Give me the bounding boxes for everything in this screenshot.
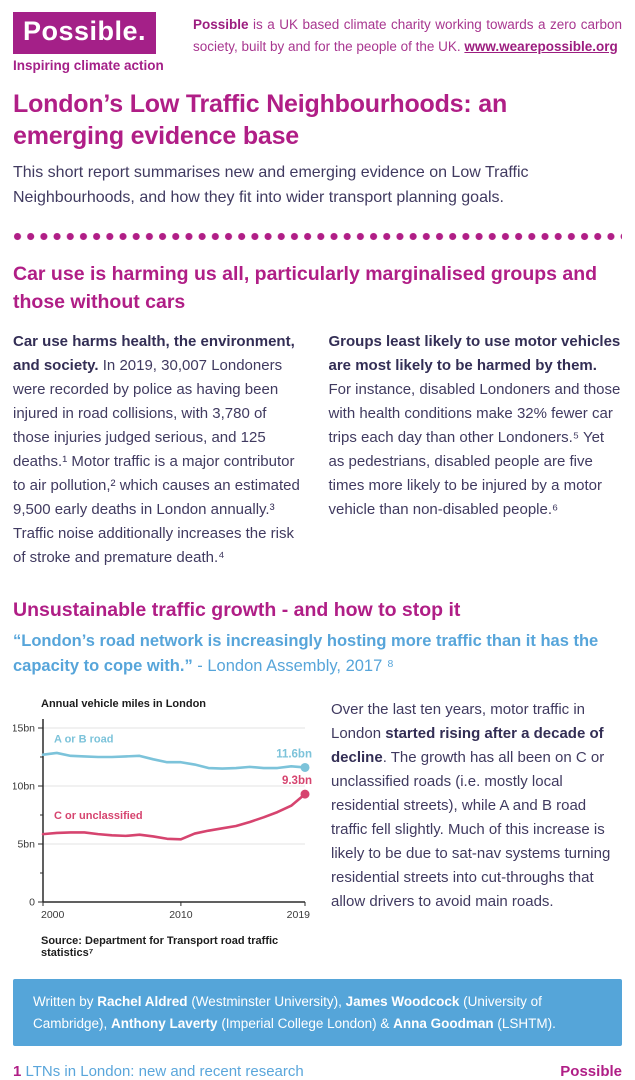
author-name: James Woodcock xyxy=(345,993,460,1009)
page-header: Possible. Inspiring climate action Possi… xyxy=(13,12,622,73)
about-charity-bold: Possible xyxy=(193,17,249,32)
section1-col1-lead: Car use harms health, the environment, a… xyxy=(13,332,295,374)
author-name: Anthony Laverty xyxy=(111,1015,218,1031)
author-affiliation: (Imperial College London) & xyxy=(217,1015,394,1031)
section1-heading: Car use is harming us all, particularly … xyxy=(13,262,598,314)
author-affiliation: (LSHTM). xyxy=(493,1015,556,1031)
section1-col2-paragraph: Groups least likely to use motor vehicle… xyxy=(329,330,623,570)
series-end-dot-0 xyxy=(300,762,310,772)
traffic-chart-row: Annual vehicle miles in London 15bn 10bn 5… xyxy=(12,696,622,959)
dotted-divider xyxy=(13,231,622,241)
about-charity-body: is a UK based climate charity working to… xyxy=(193,17,622,54)
wearepossible-link[interactable]: www.wearepossible.org xyxy=(464,38,618,54)
author-affiliation: (Westminster University), xyxy=(187,993,346,1009)
series-end-label-0: 11.6bn xyxy=(276,748,312,760)
traffic-chart: Annual vehicle miles in London 15bn 10bn 5… xyxy=(12,696,315,959)
footer-report-name: LTNs in London: new and recent research xyxy=(21,1063,304,1080)
section2-para-post: . The growth has all been on C or unclas… xyxy=(331,748,611,910)
possible-logo-wordmark: Possible. xyxy=(13,12,157,55)
section1-col2-lead: Groups least likely to use motor vehicle… xyxy=(328,332,621,374)
authors-prefix: Written by xyxy=(33,993,98,1009)
section1-columns: Car use harms health, the environment, a… xyxy=(13,330,622,570)
page-title: London’s Low Traffic Neighbourhoods: an … xyxy=(13,90,508,151)
footer-page-number: 1 xyxy=(13,1063,22,1080)
traffic-chart-svg: 15bn 10bn 5bn 0 2000 2010 2019 11.6bn A or B roa… xyxy=(12,718,312,921)
section1-col1-paragraph: Car use harms health, the environment, a… xyxy=(13,330,307,570)
chart-title: Annual vehicle miles in London xyxy=(41,697,207,710)
author-name: Anna Goodman xyxy=(393,1015,494,1031)
section2-para-pre: Over the last ten years, motor traffic i… xyxy=(331,700,585,742)
chart-source: Source: Department for Transport road tr… xyxy=(41,934,279,959)
section1-col1-body: In 2019, 30,007 Londoners were recorded … xyxy=(13,356,300,566)
series-name-label-1: C or unclassified xyxy=(54,810,143,822)
footer-report-title: 1 LTNs in London: new and recent researc… xyxy=(13,1063,304,1080)
y-tick-label: 0 xyxy=(29,896,35,908)
series-line-0 xyxy=(41,751,307,770)
author-name: Rachel Aldred xyxy=(97,993,188,1009)
y-tick-label: 10bn xyxy=(13,780,35,792)
section2-paragraph: Over the last ten years, motor traffic i… xyxy=(331,696,622,959)
section2-heading: Unsustainable traffic growth - and how t… xyxy=(13,598,461,621)
x-tick-label: 2019 xyxy=(287,909,311,921)
about-charity-text: Possible is a UK based climate charity w… xyxy=(193,12,622,57)
series-name-label-0: A or B road xyxy=(54,734,114,746)
quote-attribution: - London Assembly, 2017 ⁸ xyxy=(192,657,394,676)
possible-logo: Possible. Inspiring climate action xyxy=(13,12,175,73)
series-line-1 xyxy=(41,792,307,841)
y-tick-label: 15bn xyxy=(13,722,35,734)
authors-box: Written by Rachel Aldred (Westminster Un… xyxy=(13,978,622,1047)
london-assembly-quote: “London’s road network is increasingly h… xyxy=(13,629,622,680)
y-tick-label: 5bn xyxy=(17,838,35,850)
section2-para-bold: started rising after a decade of decline xyxy=(331,724,604,766)
footer-brand: Possible xyxy=(560,1063,622,1080)
section1-col2-body: For instance, disabled Londoners and tho… xyxy=(328,380,621,518)
x-tick-label: 2010 xyxy=(169,909,193,921)
quote-text: “London’s road network is increasingly h… xyxy=(13,631,599,676)
series-end-dot-1 xyxy=(300,789,310,799)
series-end-label-1: 9.3bn xyxy=(282,775,312,787)
possible-logo-tagline: Inspiring climate action xyxy=(13,58,164,74)
page-footer: 1 LTNs in London: new and recent researc… xyxy=(13,1063,622,1080)
x-tick-label: 2000 xyxy=(41,909,65,921)
intro-paragraph: This short report summarises new and eme… xyxy=(13,164,529,207)
